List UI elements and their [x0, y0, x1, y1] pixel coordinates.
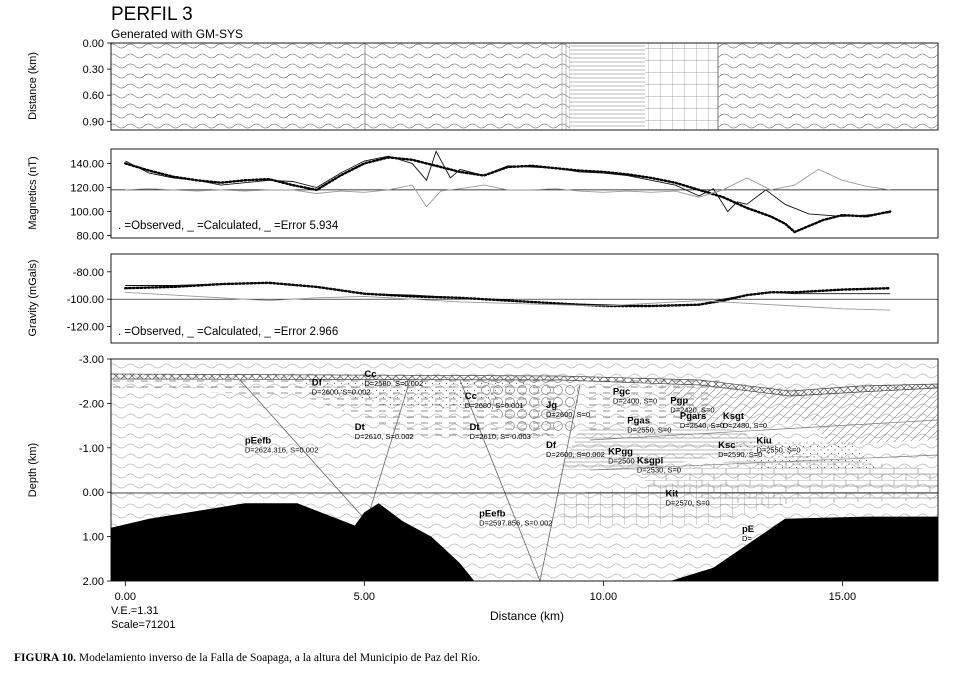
- body-label: Kiu: [756, 435, 772, 446]
- y-tick-label: -120.00: [67, 322, 104, 334]
- x-tick-label: 15.00: [829, 591, 857, 603]
- basement-west: [111, 503, 475, 581]
- y-axis-label-distance: Distance (km): [27, 52, 39, 120]
- body-label: pE: [742, 524, 754, 535]
- series-observed: [124, 156, 892, 234]
- chart-subtitle: Generated with GM-SYS: [111, 27, 243, 41]
- y-tick-label: 80.00: [76, 231, 104, 243]
- body-label: KPgg: [608, 446, 633, 457]
- y-tick-label: -100.00: [67, 294, 104, 306]
- body-properties: D=2610, S=0.002: [355, 432, 414, 441]
- panel-gravity: -80.00 -100.00 -120.00 Gravity (mGals) . =…: [27, 253, 939, 344]
- y-tick-label: 0.60: [83, 90, 104, 102]
- legend-gravity: . =Observed, _ =Calculated, _ =Error 2.9…: [118, 326, 338, 338]
- body-properties: D=2600, S=0: [546, 410, 590, 419]
- y-axis-label-magnetics: Magnetics (nT): [27, 156, 39, 229]
- series-error: [125, 291, 891, 311]
- x-tick-label: 5.00: [354, 591, 375, 603]
- body-label: pEefb: [479, 509, 506, 520]
- body-label: Cc: [465, 391, 477, 402]
- body-properties: D=2550, S=0: [756, 445, 800, 454]
- body-properties: D=: [742, 534, 752, 543]
- x-tick-label: 0.00: [115, 591, 136, 603]
- body-label: Df: [546, 440, 557, 451]
- chart-title: PERFIL 3: [111, 4, 193, 25]
- body-label: Pgas: [627, 415, 650, 426]
- body-properties: D=2600, S=0.002: [546, 450, 605, 459]
- x-tick-label: 10.00: [590, 591, 618, 603]
- scale-label: Scale=71201: [111, 619, 176, 631]
- y-tick-label: -2.00: [79, 398, 104, 410]
- y-tick-label: -3.00: [79, 354, 104, 366]
- body-properties: D=2400, S=0: [613, 397, 657, 406]
- body-properties: D=2600, S=0.002: [312, 388, 371, 397]
- y-tick-label: -1.00: [79, 443, 104, 455]
- y-tick-label: 120.00: [70, 182, 104, 194]
- body-label: Dt: [355, 422, 366, 433]
- body-label: Kit: [666, 489, 680, 500]
- vertical-exaggeration: V.E.=1.31: [111, 605, 159, 617]
- basement-east: [670, 516, 938, 581]
- body-properties: D=2597.856, S=0.002: [479, 519, 552, 528]
- body-properties: D=2624.316, S=0.002: [245, 445, 318, 454]
- legend-magnetics: . =Observed, _ =Calculated, _ =Error 5.9…: [118, 220, 339, 232]
- caption-label: FIGURA 10.: [14, 652, 76, 664]
- y-tick-label: 0.30: [83, 64, 104, 76]
- y-tick-label: 0.90: [83, 116, 104, 128]
- body-label: Ksc: [718, 440, 735, 451]
- body-properties: D=2610, S=-0.003: [470, 432, 531, 441]
- body-properties: D=2480, S=0: [723, 421, 767, 430]
- series-calculated: [125, 150, 891, 217]
- body-properties: D=2590, S=0: [718, 450, 762, 459]
- y-tick-label: 100.00: [70, 207, 104, 219]
- y-tick-label: -80.00: [73, 267, 104, 279]
- y-axis-label-gravity: Gravity (mGals): [27, 260, 39, 337]
- body-label: Pgars: [680, 411, 706, 422]
- body-properties: D=2420, S=0: [670, 405, 714, 414]
- figure-caption: FIGURA 10. Modelamiento inverso de la Fa…: [14, 652, 944, 664]
- y-tick-label: 0.00: [83, 487, 104, 499]
- body-properties: D=2570, S=0: [666, 499, 710, 508]
- body-properties: D=2500: [608, 456, 634, 465]
- body-properties: D=2530, S=0: [637, 465, 681, 474]
- y-axis-label-depth: Depth (km): [27, 443, 39, 497]
- body-properties: D=2580, S=0.002: [364, 379, 423, 388]
- body-label: Dt: [470, 422, 481, 433]
- body-properties: D=2550, S=0: [627, 425, 671, 434]
- series-error: [125, 168, 891, 208]
- body-label: pEefb: [245, 435, 272, 446]
- panel-distance: 0.00 0.30 0.60 0.90 Distance (km): [27, 38, 939, 131]
- y-tick-label: 1.00: [83, 532, 104, 544]
- body-label: Ksgpi: [637, 455, 663, 466]
- series-calculated: [125, 282, 891, 307]
- x-axis-label: Distance (km): [490, 609, 564, 623]
- body-label: Df: [312, 378, 323, 389]
- body-label: Pgp: [670, 395, 688, 406]
- body-label: Pgc: [613, 387, 630, 398]
- body-label: Cc: [364, 369, 376, 380]
- y-tick-label: 0.00: [83, 38, 104, 50]
- body-label: Jg: [546, 400, 557, 411]
- panel-magnetics: 80.00 100.00 120.00 140.00 Magnetics (nT) .…: [27, 148, 939, 243]
- body-properties: D=2540, S=0: [680, 421, 724, 430]
- y-tick-label: 2.00: [83, 576, 104, 588]
- caption-text: Modelamiento inverso de la Falla de Soap…: [75, 652, 481, 664]
- body-properties: D=2680, S=0.001: [465, 401, 524, 410]
- body-label: Ksgt: [723, 411, 745, 422]
- y-tick-label: 140.00: [70, 158, 104, 170]
